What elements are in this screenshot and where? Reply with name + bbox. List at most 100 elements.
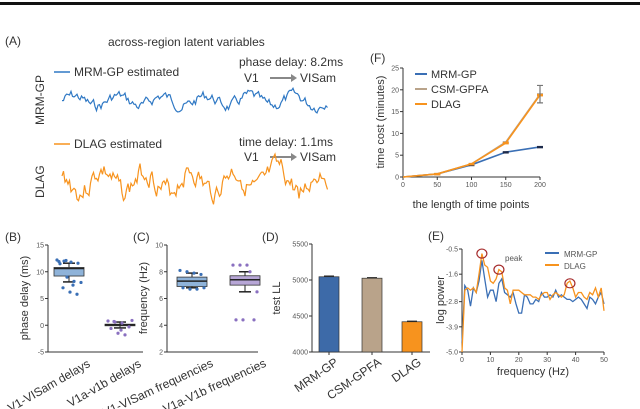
data-point — [537, 145, 543, 149]
dlag-arrowhead-icon — [291, 153, 297, 161]
dlag-row-label: DLAG — [33, 165, 47, 198]
dlag-to: VISam — [300, 150, 336, 164]
data-point — [79, 280, 83, 285]
y-tick-label: 15 — [36, 243, 44, 250]
y-tick-label: 5 — [40, 296, 44, 303]
x-tick-label: 200 — [534, 182, 546, 189]
data-point — [75, 292, 79, 296]
data-point — [112, 319, 116, 324]
data-point — [434, 172, 441, 176]
dlag-trace — [61, 152, 329, 205]
bar-mrm-gp — [318, 276, 340, 353]
series-line-mrm-gp — [402, 146, 541, 178]
data-point — [502, 151, 509, 154]
data-point — [202, 286, 206, 290]
data-point — [69, 260, 73, 264]
x-tick-label: 10 — [487, 357, 495, 364]
x-tick-label: 100 — [466, 182, 478, 189]
series-line-mrm-gp — [461, 260, 605, 343]
data-point — [61, 286, 65, 290]
x-tick-label: 0 — [401, 182, 405, 189]
data-point — [109, 326, 113, 331]
legend-entry: MRM-GP — [564, 250, 597, 259]
panel-a: (A) across-region latent variables MRM-G… — [5, 34, 343, 205]
y-tick-label: 5000 — [292, 278, 308, 285]
box — [53, 267, 85, 277]
y-tick-label: -3.9 — [446, 324, 458, 331]
peak-circle — [493, 264, 505, 275]
legend-entry: DLAG — [564, 262, 586, 271]
data-point — [252, 318, 256, 322]
y-axis-label: frequency (Hz) — [138, 262, 150, 334]
y-tick-label: 10 — [36, 269, 44, 276]
data-point — [234, 318, 238, 322]
y-tick-label: 25 — [391, 66, 399, 73]
series-line-dlag — [461, 253, 605, 353]
mrm-arrowhead-icon — [291, 74, 297, 82]
data-point — [468, 162, 475, 166]
y-tick-label: -2.8 — [446, 299, 458, 306]
x-tick-label: 50 — [433, 182, 441, 189]
y-tick-label: 5500 — [292, 242, 308, 249]
y-tick-label: 4000 — [292, 350, 308, 357]
peak-annotation: peak — [505, 254, 523, 263]
y-tick-label: 6 — [159, 296, 163, 303]
y-tick-label: -5.0 — [446, 350, 458, 357]
y-tick-label: 4 — [159, 323, 163, 330]
x-axis-label: the length of time points — [413, 199, 530, 211]
data-point — [130, 318, 134, 323]
data-point — [199, 272, 203, 277]
y-axis-label: log power — [435, 276, 447, 324]
y-tick-label: 8 — [159, 269, 163, 276]
data-point — [502, 141, 509, 145]
y-tick-label: 0 — [395, 175, 399, 182]
peak-circle — [476, 248, 488, 259]
data-point — [119, 328, 123, 332]
panel-f: (F) 0 5 10 15 20 25 time cost (minutes) 0 50 100 15… — [370, 51, 546, 211]
bar-dlag — [401, 321, 423, 353]
error-bar — [324, 275, 334, 277]
data-point — [64, 258, 68, 263]
panel-label: (B) — [5, 230, 21, 244]
data-point — [231, 263, 235, 267]
mrm-to: VISam — [300, 71, 336, 85]
y-tick-label: -1.6 — [446, 272, 458, 279]
data-point — [185, 270, 189, 274]
y-axis-label: phase delay (ms) — [19, 256, 31, 340]
panel-a-label: (A) — [5, 34, 21, 48]
panel-label: (F) — [370, 51, 385, 65]
mrm-row-label: MRM-GP — [33, 75, 47, 125]
data-point — [106, 319, 110, 323]
x-tick-label: 40 — [572, 357, 580, 364]
y-axis-label: time cost (minutes) — [375, 76, 387, 169]
data-point — [241, 318, 245, 322]
x-tick-label: 50 — [600, 357, 608, 364]
error-bar — [407, 320, 417, 322]
x-axis-label: frequency (Hz) — [497, 366, 569, 378]
peak-circle — [564, 278, 576, 289]
y-tick-label: 10 — [391, 131, 399, 138]
data-point — [181, 286, 185, 290]
mrm-from: V1 — [244, 71, 259, 85]
y-tick-label: 4500 — [292, 314, 308, 321]
mrm-delay-text: phase delay: 8.2ms — [239, 55, 343, 69]
panel-label: (D) — [262, 230, 279, 244]
bar-csm-gpfa — [361, 277, 383, 353]
legend-entry: DLAG — [431, 99, 461, 111]
data-point — [245, 263, 249, 267]
x-tick-label: 0 — [460, 357, 464, 364]
y-tick-label: -5 — [38, 350, 44, 357]
error-bar — [537, 84, 543, 104]
data-point — [255, 290, 259, 294]
dlag-delay-text: time delay: 1.1ms — [239, 135, 333, 149]
x-tick-label: 150 — [500, 182, 512, 189]
data-point — [178, 268, 182, 273]
x-tick-label: 30 — [543, 357, 551, 364]
panel-a-title: across-region latent variables — [108, 35, 265, 49]
mrm-trace — [61, 87, 328, 114]
data-point — [71, 283, 75, 287]
y-tick-label: 2 — [159, 350, 163, 357]
